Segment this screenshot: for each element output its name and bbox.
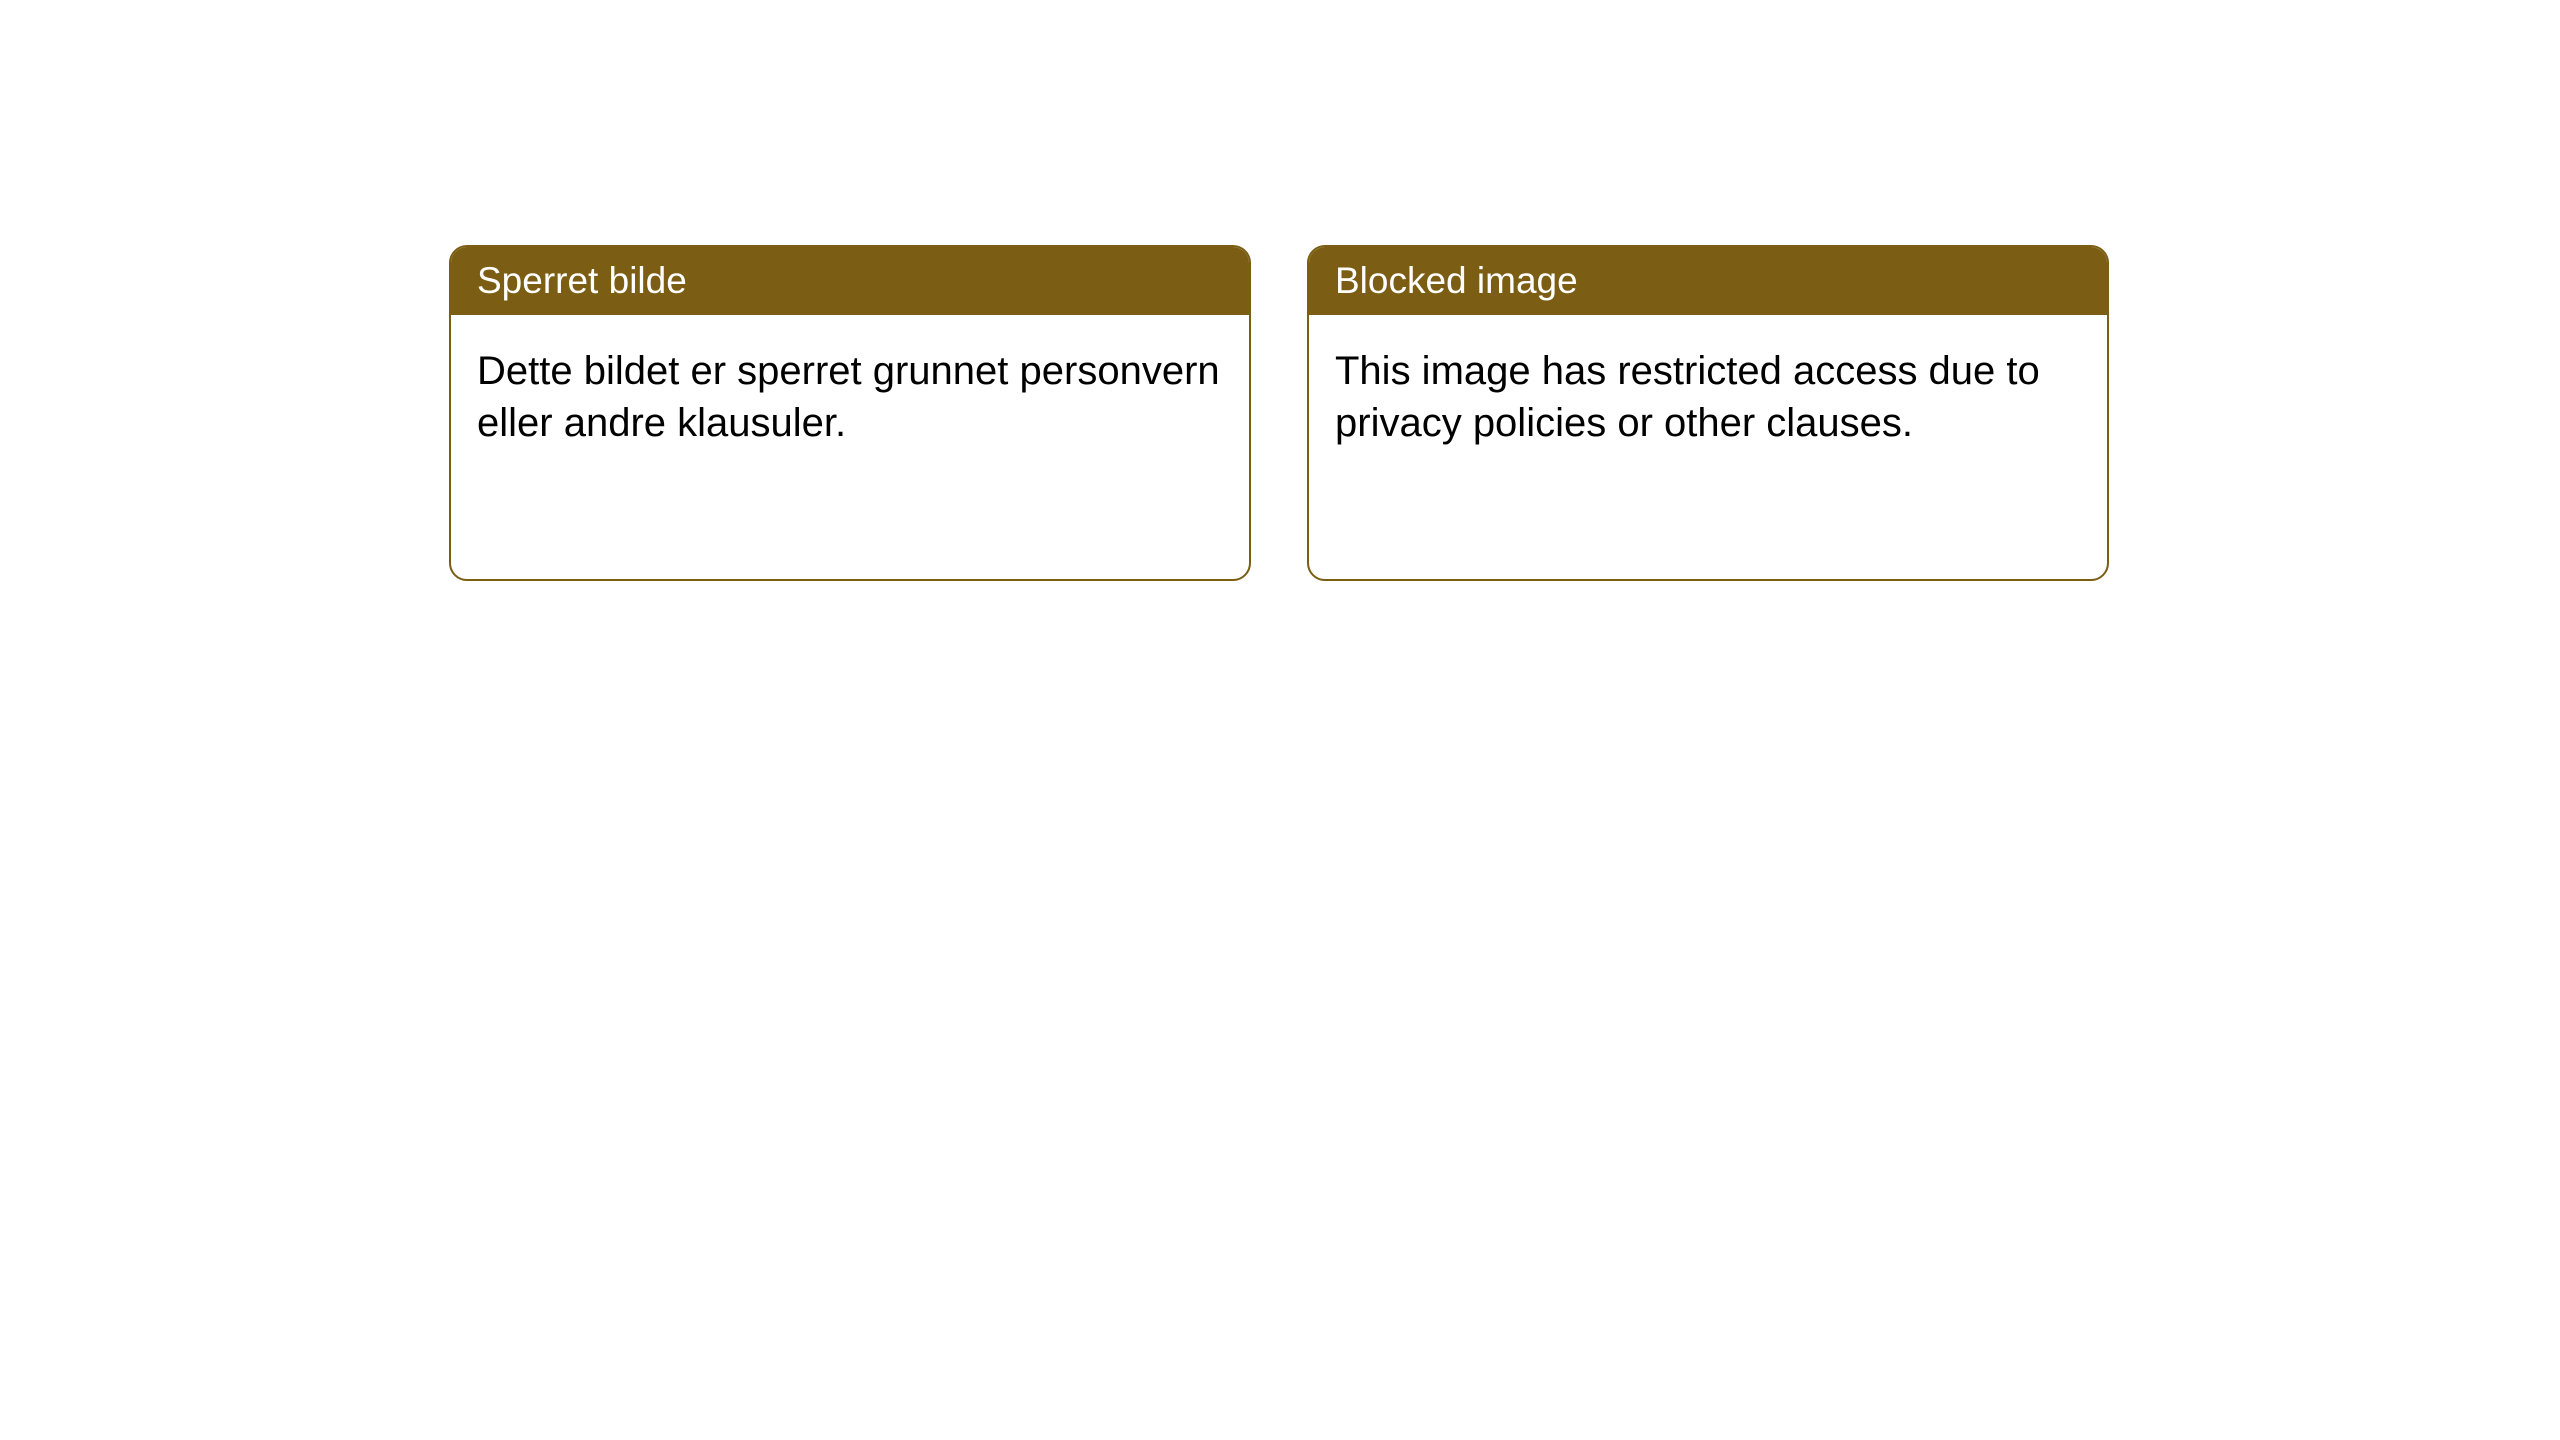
notice-header: Blocked image	[1309, 247, 2107, 315]
notice-card-english: Blocked image This image has restricted …	[1307, 245, 2109, 581]
notice-header: Sperret bilde	[451, 247, 1249, 315]
notice-card-norwegian: Sperret bilde Dette bildet er sperret gr…	[449, 245, 1251, 581]
notice-container: Sperret bilde Dette bildet er sperret gr…	[0, 0, 2560, 581]
notice-body: This image has restricted access due to …	[1309, 315, 2107, 479]
notice-body: Dette bildet er sperret grunnet personve…	[451, 315, 1249, 479]
